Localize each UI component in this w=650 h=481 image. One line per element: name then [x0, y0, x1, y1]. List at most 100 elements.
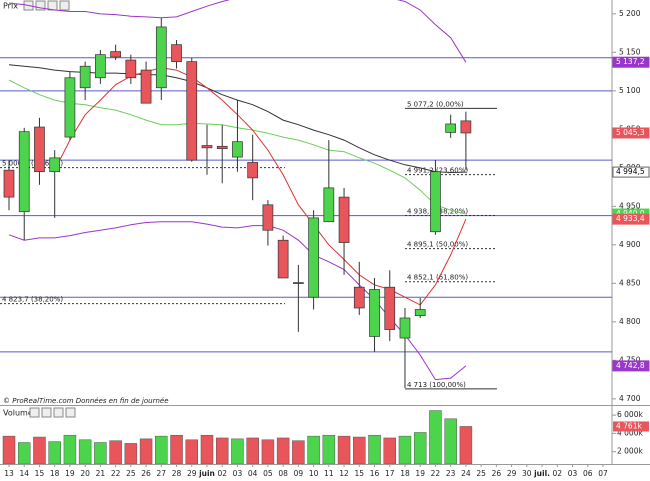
x-tick-label: 04 [248, 469, 258, 478]
footer: © ProRealTime.com Données en fin de jour… [3, 397, 169, 405]
x-tick-label: 29 [507, 469, 517, 478]
x-tick-label: 28 [172, 469, 182, 478]
candle-body [338, 196, 350, 243]
volume-bar [368, 434, 381, 464]
y-tick-label: 5 100 [619, 86, 641, 95]
price-box-label: 4 761k [616, 421, 642, 430]
price-box-label: 5 137,2 [616, 57, 645, 66]
candle-body [430, 171, 441, 233]
candle-body [277, 239, 289, 279]
panel-title: Volume [3, 409, 33, 418]
tool-icon[interactable] [59, 0, 70, 11]
volume-bar [429, 410, 442, 464]
price-box-label: 4 940,0 [616, 209, 645, 218]
tool-icon[interactable] [41, 407, 52, 418]
volume-bar [63, 434, 77, 464]
volume-bar [78, 439, 92, 464]
candle-body [125, 59, 137, 79]
fib-label: 4 895,1 (50,00%) [407, 241, 468, 249]
indicator-line [8, 0, 467, 63]
price-box-label: 5 045,3 [616, 128, 645, 137]
volume-bar [185, 439, 199, 464]
y-tick-label: 4 700 [619, 394, 641, 403]
candle-body [414, 309, 426, 317]
x-tick-label: 03 [568, 469, 578, 478]
candle-body [216, 145, 228, 149]
volume-bar [215, 437, 229, 464]
x-tick-label: 26 [492, 469, 502, 478]
candle-body [323, 187, 335, 223]
candle-body [201, 145, 213, 149]
tool-icon[interactable] [65, 407, 76, 418]
x-tick-label: 11 [324, 469, 334, 478]
x-tick-label: 25 [476, 469, 486, 478]
x-tick-label: 07 [598, 469, 608, 478]
price-box-label: 4 994,5 [616, 167, 645, 176]
y-tick-label: 5 200 [619, 9, 641, 18]
price-box-label: 4 933,4 [616, 214, 645, 223]
candle-body [155, 26, 167, 89]
volume-bar [155, 435, 168, 464]
candle-body [110, 51, 121, 58]
fib-label: 5 000,3 (23,60%) [2, 160, 63, 168]
x-tick-label: 16 [370, 469, 380, 478]
y-tick-label: 6 000k [617, 410, 643, 419]
candle-body [34, 126, 45, 173]
volume-bar [200, 434, 214, 464]
x-tick-label: 15 [355, 469, 365, 478]
volume-bar [276, 437, 290, 464]
tool-icon[interactable] [47, 0, 58, 11]
volume-bar [94, 442, 107, 464]
x-tick-label: 30 [522, 469, 532, 478]
x-tick-label: 20 [80, 469, 90, 478]
tool-icon[interactable] [35, 0, 46, 11]
candle-body [445, 123, 457, 133]
candle-body [308, 217, 319, 298]
x-tick-label: 08 [278, 469, 288, 478]
candle-body [399, 317, 411, 339]
y-tick-label: 4 850 [619, 278, 641, 287]
tool-icon[interactable] [29, 407, 40, 418]
price-box [612, 360, 650, 372]
x-tick-label: 25 [126, 469, 136, 478]
candle-body [369, 289, 380, 337]
y-tick-label: 2 000k [617, 447, 643, 456]
x-tick-label: 02 [217, 469, 227, 478]
x-tick-label: 05 [263, 469, 273, 478]
x-tick-label: 18 [50, 469, 60, 478]
volume-bar [353, 436, 366, 464]
x-tick-label: 27 [157, 469, 167, 478]
x-tick-label: 29 [187, 469, 197, 478]
price-box [612, 213, 650, 225]
x-tick-label: 12 [339, 469, 349, 478]
price-panel: 5 000,3 (23,60%) 4 823,7 (38,20%) 5 077,2 … [0, 0, 612, 390]
indicator-line [54, 67, 467, 306]
volume-bar [383, 437, 396, 464]
candle-body [293, 282, 304, 284]
volume-bar [2, 435, 16, 464]
volume-bar [398, 435, 412, 464]
panel-title: Prix [3, 2, 18, 11]
volume-bar [48, 441, 61, 464]
candle-body [353, 286, 365, 309]
y-tick-label: 4 950 [619, 201, 641, 210]
x-tick-label: 10 [309, 469, 319, 478]
volume-bar [261, 439, 275, 464]
price-box [612, 56, 650, 68]
volume-bar [17, 442, 31, 464]
volume-bar [292, 440, 305, 464]
volume-bar [337, 435, 351, 464]
candle-body [384, 286, 396, 330]
y-tick-label: 4 750 [619, 355, 641, 364]
toolbar[interactable] [29, 407, 76, 418]
volume-bar [246, 437, 259, 464]
y-tick-label: 4 000k [617, 428, 643, 437]
x-tick-label: 03 [233, 469, 243, 478]
x-tick-label: 09 [294, 469, 304, 478]
price-box [612, 166, 650, 178]
volume-bar [124, 443, 138, 464]
tool-icon[interactable] [53, 407, 64, 418]
fib-label: 4 852,1 (61,80%) [407, 274, 468, 282]
volume-bar [231, 438, 244, 464]
